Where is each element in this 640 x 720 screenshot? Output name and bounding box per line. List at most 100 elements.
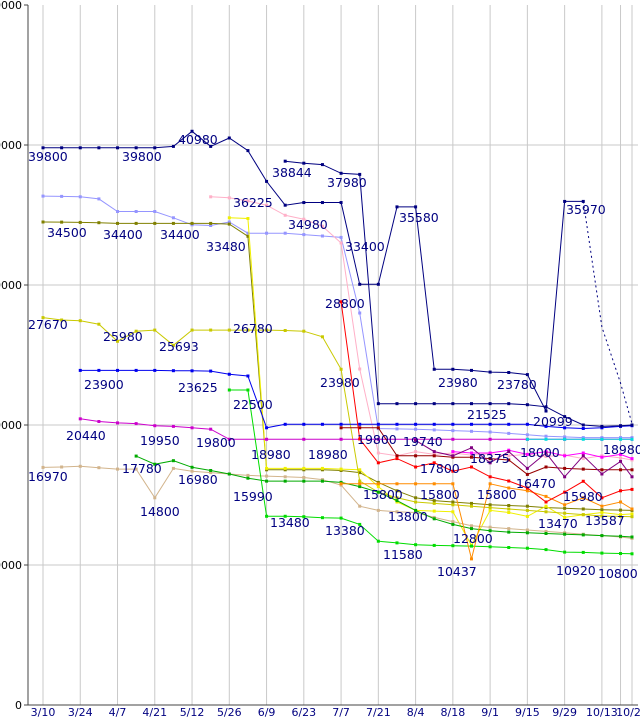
marker-store-tan	[302, 476, 306, 479]
value-label: 18980	[251, 447, 291, 462]
marker-store-navy-b	[358, 172, 362, 176]
marker-store-blue	[171, 369, 175, 373]
marker-store-yellow	[544, 504, 548, 508]
marker-store-yellow	[227, 216, 231, 220]
marker-store-tan	[358, 504, 362, 508]
marker-store-mustard	[507, 507, 511, 511]
marker-store-magenta	[190, 426, 194, 430]
marker-store-green-mid	[581, 533, 585, 537]
marker-store-periwinkle	[283, 231, 287, 235]
marker-store-mustard	[525, 508, 529, 512]
marker-store-green-mid	[395, 499, 399, 503]
marker-store-pink	[246, 199, 250, 203]
x-axis-label: 9/29	[552, 706, 577, 719]
marker-store-purple	[581, 454, 585, 458]
marker-store-mustard	[302, 329, 306, 333]
marker-store-magenta	[376, 437, 380, 441]
marker-store-green-mid	[302, 479, 306, 483]
value-label: 35970	[566, 202, 606, 217]
value-label: 18980	[603, 442, 640, 457]
marker-store-tan	[414, 511, 418, 514]
marker-store-purple	[544, 451, 548, 455]
marker-store-green-bright	[630, 552, 634, 556]
marker-store-yellow	[376, 485, 380, 489]
marker-store-green-mid	[190, 465, 194, 469]
marker-store-yellow	[619, 513, 623, 517]
marker-store-mustard	[265, 328, 269, 332]
marker-store-pink	[339, 241, 343, 245]
series-store-navy-b	[285, 160, 633, 427]
marker-store-darkred	[630, 468, 634, 472]
marker-store-orange	[600, 504, 604, 508]
marker-store-red	[339, 300, 343, 304]
marker-store-mustard	[116, 339, 120, 343]
marker-store-purple	[488, 461, 492, 465]
marker-store-purple	[630, 475, 634, 479]
marker-store-periwinkle	[60, 194, 64, 198]
marker-store-navy-b	[619, 424, 623, 428]
marker-store-cyan	[619, 437, 623, 441]
marker-store-cyan	[630, 437, 634, 441]
marker-store-navy-b	[630, 423, 634, 427]
marker-store-pink	[544, 455, 548, 458]
marker-store-navy-a	[171, 144, 175, 148]
marker-store-green-bright	[469, 544, 473, 548]
marker-store-periwinkle	[395, 427, 399, 431]
marker-store-blue	[190, 369, 194, 373]
value-label: 23980	[438, 375, 478, 390]
marker-store-periwinkle	[581, 436, 585, 440]
marker-store-navy-a	[209, 144, 213, 148]
marker-store-tan	[78, 464, 82, 468]
marker-store-orange	[525, 489, 529, 493]
value-label: 15800	[420, 487, 460, 502]
marker-store-olive	[619, 508, 623, 512]
marker-store-green-mid	[265, 479, 269, 483]
marker-store-blue	[432, 422, 436, 426]
marker-store-green-mid	[600, 534, 604, 538]
marker-store-tan	[60, 465, 64, 469]
value-label: 16980	[178, 472, 218, 487]
marker-store-blue	[358, 422, 362, 426]
marker-store-mustard	[544, 510, 548, 514]
marker-store-mustard	[320, 335, 324, 339]
marker-store-navy-b	[376, 402, 380, 406]
marker-store-fuchsia	[451, 450, 455, 454]
marker-store-green-mid	[283, 479, 287, 483]
marker-store-tan	[209, 471, 213, 475]
marker-store-navy-a	[97, 146, 101, 150]
marker-store-blue	[246, 374, 250, 378]
marker-store-mustard	[246, 328, 250, 332]
x-axis-label: 3/10	[31, 706, 56, 719]
marker-store-blue	[339, 422, 343, 426]
value-label: 23900	[84, 377, 124, 392]
marker-store-darkred	[563, 466, 567, 470]
marker-store-fuchsia	[488, 451, 492, 455]
marker-store-pink	[320, 224, 324, 228]
marker-store-mustard	[469, 504, 473, 508]
marker-store-olive	[41, 220, 45, 224]
value-label: 17800	[420, 461, 460, 476]
marker-store-olive	[451, 500, 455, 504]
marker-store-orange	[488, 482, 492, 486]
value-label: 20440	[66, 428, 106, 443]
value-label: 33400	[345, 239, 385, 254]
marker-store-yellow	[432, 509, 436, 513]
marker-store-tan	[97, 466, 101, 470]
marker-store-olive	[525, 504, 529, 508]
value-label: 13470	[538, 516, 578, 531]
marker-store-fuchsia	[469, 451, 473, 455]
marker-store-navy-a	[451, 367, 455, 371]
value-label: 13587	[585, 513, 625, 528]
marker-store-tan	[320, 478, 324, 482]
marker-store-magenta	[209, 427, 213, 431]
marker-store-darkred	[619, 468, 623, 472]
marker-store-blue	[265, 426, 269, 430]
marker-store-periwinkle	[171, 216, 175, 220]
marker-store-olive	[134, 221, 138, 225]
marker-store-magenta	[171, 424, 175, 428]
y-axis-label: 30000	[0, 279, 22, 292]
marker-store-periwinkle	[488, 430, 492, 434]
marker-store-cyan	[544, 437, 548, 441]
marker-store-periwinkle	[507, 431, 511, 435]
